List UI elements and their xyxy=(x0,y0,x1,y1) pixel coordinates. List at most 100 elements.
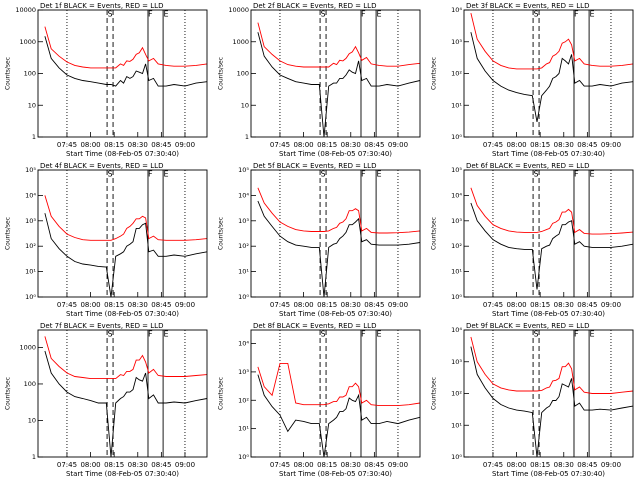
y-tick-label: 10¹ xyxy=(238,268,249,276)
annotation: E xyxy=(377,170,382,179)
x-tick-label: 09:00 xyxy=(601,461,621,469)
x-tick-label: 08:45 xyxy=(577,461,597,469)
series-line xyxy=(470,12,634,70)
y-tick-label: 10² xyxy=(238,396,249,404)
series-line xyxy=(44,336,208,380)
y-tick-label: 10⁵ xyxy=(238,166,249,174)
annotation: S xyxy=(108,170,113,179)
y-tick-label: 10¹ xyxy=(25,268,36,276)
annotation: S xyxy=(108,10,113,19)
y-tick-label: 10³ xyxy=(451,217,462,225)
plot-frame xyxy=(463,169,634,298)
panel: Det 9f BLACK = Events, RED = LLD Counts/s… xyxy=(431,322,634,478)
x-tick-label: 08:15 xyxy=(530,461,550,469)
y-tick-label: 10¹ xyxy=(451,421,462,429)
x-tick-label: 08:00 xyxy=(293,301,313,309)
y-axis-label: Counts/sec xyxy=(431,57,438,90)
x-tick-label: 08:45 xyxy=(577,301,597,309)
panel: Det 2f BLACK = Events, RED = LLD Counts/s… xyxy=(218,2,421,158)
y-tick-label: 10 xyxy=(28,101,36,109)
panel: Det 6f BLACK = Events, RED = LLD Counts/s… xyxy=(431,162,634,318)
x-tick-label: 08:15 xyxy=(317,301,337,309)
x-tick-label: 09:00 xyxy=(601,141,621,149)
x-axis-label: Start Time (08-Feb-05 07:30:40) xyxy=(279,310,392,318)
x-axis-label: Start Time (08-Feb-05 07:30:40) xyxy=(279,150,392,158)
x-tick-label: 08:00 xyxy=(293,461,313,469)
y-tick-label: 10² xyxy=(451,390,462,398)
panel: Det 5f BLACK = Events, RED = LLD Counts/s… xyxy=(218,162,421,318)
chart-title: Det 5f BLACK = Events, RED = LLD xyxy=(253,162,376,170)
chart-title: Det 4f BLACK = Events, RED = LLD xyxy=(40,162,163,170)
y-tick-label: 10⁵ xyxy=(451,166,462,174)
x-axis-label: Start Time (08-Feb-05 07:30:40) xyxy=(492,150,605,158)
annotation: S xyxy=(534,330,539,339)
y-axis-label: Counts/sec xyxy=(218,377,225,410)
x-tick-label: 08:45 xyxy=(151,301,171,309)
chart-title: Det 1f BLACK = Events, RED = LLD xyxy=(40,2,163,10)
x-tick-label: 09:00 xyxy=(601,301,621,309)
series-line xyxy=(470,346,634,458)
x-axis-label: Start Time (08-Feb-05 07:30:40) xyxy=(66,310,179,318)
annotation: S xyxy=(108,330,113,339)
x-tick-label: 08:45 xyxy=(364,461,384,469)
x-tick-label: 08:00 xyxy=(80,301,100,309)
x-tick-label: 08:00 xyxy=(506,301,526,309)
x-tick-label: 08:15 xyxy=(104,461,124,469)
x-tick-label: 08:30 xyxy=(341,461,361,469)
plot-frame xyxy=(250,9,421,138)
y-tick-label: 10³ xyxy=(451,38,462,46)
x-tick-label: 08:45 xyxy=(364,301,384,309)
x-tick-label: 08:30 xyxy=(341,301,361,309)
annotation: E xyxy=(590,10,595,19)
x-tick-label: 09:00 xyxy=(388,301,408,309)
y-tick-label: 10³ xyxy=(25,217,36,225)
annotation: F xyxy=(574,330,579,339)
y-tick-label: 100 xyxy=(24,70,36,78)
series-line xyxy=(44,36,208,87)
x-tick-label: 08:00 xyxy=(506,141,526,149)
plot-frame xyxy=(37,9,208,138)
series-line xyxy=(44,26,208,69)
y-tick-label: 10⁴ xyxy=(25,191,36,199)
y-axis-label: Counts/sec xyxy=(218,57,225,90)
y-tick-label: 10⁰ xyxy=(25,293,36,301)
x-tick-label: 07:45 xyxy=(57,141,77,149)
x-tick-label: 09:00 xyxy=(175,301,195,309)
x-tick-label: 07:45 xyxy=(483,141,503,149)
y-tick-label: 10³ xyxy=(451,358,462,366)
plot-frame xyxy=(37,329,208,458)
annotation: F xyxy=(574,10,579,19)
x-tick-label: 08:15 xyxy=(317,461,337,469)
plot-frame xyxy=(250,329,421,458)
chart-title: Det 3f BLACK = Events, RED = LLD xyxy=(466,2,589,10)
y-tick-label: 1 xyxy=(245,133,249,141)
series-line xyxy=(257,22,421,68)
x-tick-label: 09:00 xyxy=(175,461,195,469)
x-tick-label: 09:00 xyxy=(388,461,408,469)
y-tick-label: 10³ xyxy=(238,368,249,376)
x-tick-label: 08:15 xyxy=(530,141,550,149)
x-tick-label: 09:00 xyxy=(388,141,408,149)
annotation: S xyxy=(321,170,326,179)
y-tick-label: 10⁴ xyxy=(451,191,462,199)
x-tick-label: 07:45 xyxy=(57,301,77,309)
series-line xyxy=(470,187,634,235)
y-tick-label: 10¹ xyxy=(451,101,462,109)
annotation: E xyxy=(164,10,169,19)
y-tick-label: 10² xyxy=(238,242,249,250)
x-axis-label: Start Time (08-Feb-05 07:30:40) xyxy=(279,470,392,478)
x-tick-label: 08:30 xyxy=(554,301,574,309)
y-tick-label: 10¹ xyxy=(451,268,462,276)
y-tick-label: 10⁴ xyxy=(451,326,462,334)
y-axis-label: Counts/sec xyxy=(5,57,12,90)
x-tick-label: 08:45 xyxy=(151,461,171,469)
chart-title: Det 6f BLACK = Events, RED = LLD xyxy=(466,162,589,170)
y-tick-label: 10000 xyxy=(15,6,36,14)
annotation: S xyxy=(534,10,539,19)
annotation: S xyxy=(321,330,326,339)
x-tick-label: 08:30 xyxy=(554,461,574,469)
x-axis-label: Start Time (08-Feb-05 07:30:40) xyxy=(492,310,605,318)
series-line xyxy=(44,350,208,458)
y-tick-label: 10⁰ xyxy=(451,453,462,461)
